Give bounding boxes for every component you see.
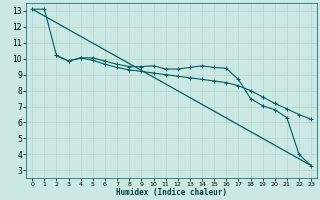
X-axis label: Humidex (Indice chaleur): Humidex (Indice chaleur) xyxy=(116,188,227,197)
